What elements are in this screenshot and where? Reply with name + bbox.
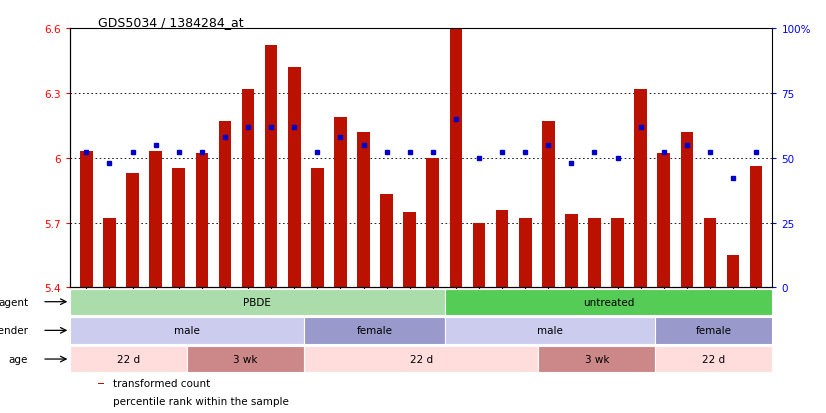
Bar bbox=[219, 122, 231, 288]
Text: age: age bbox=[9, 354, 28, 364]
Text: agent: agent bbox=[0, 297, 28, 307]
Bar bbox=[70, 289, 444, 315]
Bar bbox=[196, 154, 208, 288]
Bar bbox=[681, 133, 693, 288]
Bar bbox=[634, 89, 647, 288]
Bar bbox=[188, 346, 304, 372]
Bar bbox=[588, 218, 601, 288]
Bar bbox=[611, 218, 624, 288]
Bar bbox=[334, 117, 347, 288]
Bar bbox=[98, 383, 104, 384]
Bar bbox=[472, 223, 486, 288]
Bar bbox=[403, 212, 416, 288]
Bar bbox=[449, 25, 463, 288]
Bar bbox=[304, 318, 444, 344]
Bar bbox=[70, 318, 304, 344]
Bar bbox=[242, 89, 254, 288]
Bar bbox=[173, 169, 185, 288]
Bar bbox=[103, 218, 116, 288]
Bar bbox=[496, 210, 509, 288]
Bar bbox=[444, 318, 655, 344]
Bar bbox=[357, 133, 370, 288]
Text: 3 wk: 3 wk bbox=[585, 354, 609, 364]
Bar bbox=[380, 195, 393, 288]
Text: gender: gender bbox=[0, 325, 28, 335]
Text: 22 d: 22 d bbox=[117, 354, 140, 364]
Bar bbox=[311, 169, 324, 288]
Bar bbox=[655, 346, 772, 372]
Text: 22 d: 22 d bbox=[410, 354, 433, 364]
Text: female: female bbox=[357, 325, 392, 335]
Bar bbox=[70, 346, 188, 372]
Bar bbox=[265, 46, 278, 288]
Text: transformed count: transformed count bbox=[113, 378, 210, 388]
Text: female: female bbox=[695, 325, 732, 335]
Bar bbox=[126, 173, 139, 288]
Text: male: male bbox=[174, 325, 200, 335]
Bar bbox=[539, 346, 655, 372]
Bar bbox=[750, 167, 762, 288]
Bar bbox=[704, 218, 716, 288]
Text: male: male bbox=[537, 325, 563, 335]
Bar bbox=[542, 122, 554, 288]
Bar bbox=[304, 346, 539, 372]
Bar bbox=[657, 154, 670, 288]
Bar bbox=[288, 68, 301, 288]
Bar bbox=[565, 214, 577, 288]
Text: GDS5034 / 1384284_at: GDS5034 / 1384284_at bbox=[98, 16, 244, 29]
Text: PBDE: PBDE bbox=[244, 297, 272, 307]
Bar bbox=[444, 289, 772, 315]
Bar bbox=[655, 318, 772, 344]
Bar bbox=[519, 218, 532, 288]
Text: 3 wk: 3 wk bbox=[234, 354, 258, 364]
Text: percentile rank within the sample: percentile rank within the sample bbox=[113, 396, 289, 406]
Bar bbox=[80, 152, 93, 288]
Text: 22 d: 22 d bbox=[702, 354, 725, 364]
Bar bbox=[727, 255, 739, 288]
Text: untreated: untreated bbox=[583, 297, 634, 307]
Bar bbox=[150, 152, 162, 288]
Bar bbox=[426, 158, 439, 288]
